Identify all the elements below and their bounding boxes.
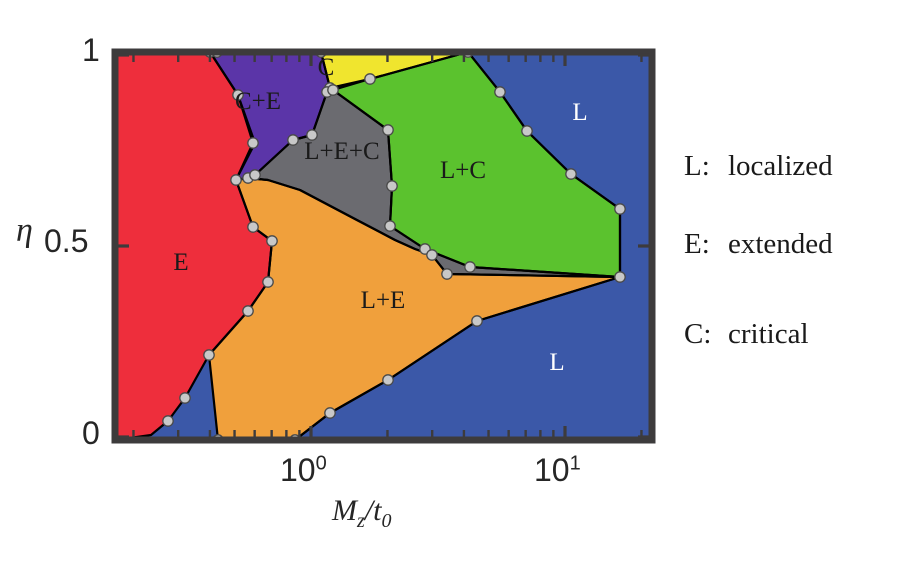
y-axis-label: η — [16, 212, 33, 249]
legend-entry-extended: E: extended — [684, 228, 833, 261]
x-tick-exponent-2: 1 — [569, 452, 581, 475]
boundary-marker — [364, 73, 376, 85]
legend-entry-localized: L: localized — [684, 150, 833, 183]
boundary-marker — [262, 276, 274, 288]
y-axis-ticks — [118, 53, 649, 439]
legend-text-L: localized — [728, 150, 833, 182]
region-label-C-plus-E: C+E — [235, 88, 281, 115]
x-tick-mantissa-2: 10 — [534, 452, 570, 488]
x-axis-label-base: M — [332, 494, 357, 527]
x-axis-label-sub: z — [357, 510, 365, 532]
x-axis-ticks — [132, 55, 643, 437]
boundary-marker — [426, 249, 438, 261]
boundary-marker — [242, 305, 254, 317]
legend-text-C: critical — [728, 318, 809, 350]
boundary-marker — [230, 174, 242, 186]
x-tick-mantissa-1: 10 — [280, 452, 316, 488]
y-tick-label-1: 1 — [82, 32, 100, 68]
boundary-marker — [266, 235, 278, 247]
x-tick-exponent-1: 0 — [315, 452, 327, 475]
boundary-marker — [441, 268, 453, 280]
boundary-marker — [179, 392, 191, 404]
boundary-marker — [614, 271, 626, 283]
y-tick-label-05: 0.5 — [44, 223, 89, 259]
x-tick-label-1e0: 100 — [280, 452, 327, 489]
legend-key-C: C: — [684, 318, 712, 350]
boundary-marker — [287, 134, 299, 146]
region-C — [217, 52, 468, 88]
boundary-marker — [324, 407, 336, 419]
boundary-marker — [386, 180, 398, 192]
region-L-plus-E — [209, 178, 620, 440]
boundary-marker — [384, 220, 396, 232]
region-label-L-plus-E: L+E — [361, 287, 406, 314]
boundary-marker — [382, 124, 394, 136]
legend-text-E: extended — [728, 228, 833, 260]
region-label-E: E — [173, 249, 188, 276]
region-label-L-plus-E-plus-C: L+E+C — [304, 138, 379, 165]
x-axis-label: Mz/t0 — [332, 494, 391, 533]
boundary-marker — [521, 125, 533, 137]
boundary-marker — [162, 415, 174, 427]
region-label-L_upper: L — [572, 99, 587, 126]
boundary-marker — [327, 84, 339, 96]
boundary-marker — [249, 169, 261, 181]
legend-key-L: L: — [684, 150, 710, 182]
region-L-plus-C — [333, 52, 620, 277]
region-label-L-plus-C: L+C — [440, 157, 486, 184]
axis-frame — [111, 48, 656, 444]
region-E — [115, 52, 272, 440]
boundary-marker — [494, 86, 506, 98]
boundary-marker — [614, 203, 626, 215]
region-layer — [115, 52, 652, 440]
region-label-C: C — [318, 54, 335, 81]
region-label-L_lower_label: L — [549, 349, 564, 376]
boundary-marker — [247, 137, 259, 149]
x-axis-label-sub2: 0 — [381, 510, 392, 532]
boundary-marker — [232, 89, 244, 101]
boundary-marker — [565, 168, 577, 180]
boundary-marker — [464, 261, 476, 273]
boundary-marker — [306, 129, 318, 141]
legend-key-E: E: — [684, 228, 710, 260]
x-tick-label-1e1: 101 — [534, 452, 581, 489]
legend-entry-critical: C: critical — [684, 318, 809, 351]
boundary-marker — [203, 349, 215, 361]
boundary-marker — [471, 315, 483, 327]
region-L-plus-E-plus-C — [248, 88, 620, 277]
y-tick-label-0: 0 — [82, 415, 100, 451]
boundary-markers — [162, 52, 626, 440]
boundary-marker — [382, 374, 394, 386]
region-C-plus-E — [210, 52, 330, 180]
x-axis-label-div: /t — [364, 494, 382, 527]
region-labels: E C+E C L+E+C L+C L+E L L — [173, 54, 587, 376]
boundary-marker — [247, 221, 259, 233]
